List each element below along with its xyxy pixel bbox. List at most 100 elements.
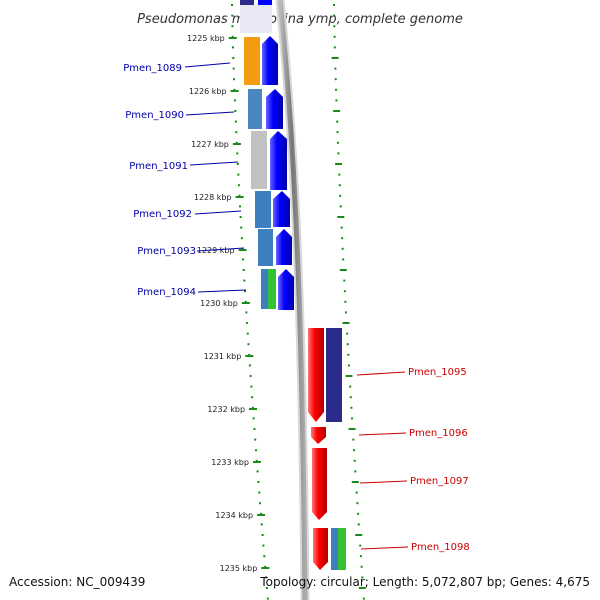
- scale-dot: [236, 152, 239, 155]
- scale-dot: [250, 385, 253, 388]
- scale-dot: [237, 173, 240, 176]
- gene-label[interactable]: Pmen_1096: [409, 428, 468, 439]
- cog-box-pmen-1094-b: [268, 269, 276, 309]
- scale-dot: [352, 438, 355, 441]
- scale-dot: [351, 417, 354, 420]
- scale-dot: [335, 99, 338, 102]
- scale-dot: [336, 141, 339, 144]
- scale-dot: [234, 110, 237, 112]
- scale-tick-label: 1234 kbp: [215, 511, 253, 520]
- scale-dot: [251, 406, 254, 409]
- gene-arrow-pmen-1094: [278, 269, 294, 310]
- gene-arrow-pmen-1090: [266, 89, 283, 129]
- scale-dot: [242, 269, 245, 271]
- gene-fragment-top: [258, 0, 272, 5]
- scale-ticks: 1225 kbp 1226 kbp 1227 kbp 1228 kbp 1229 kbp…: [187, 34, 366, 589]
- scale-dot: [232, 67, 235, 70]
- scale-dot: [244, 300, 247, 303]
- scale-dot: [244, 290, 247, 293]
- scale-dot: [333, 46, 336, 49]
- scale-dot: [247, 343, 250, 346]
- gene-fragment-top: [240, 5, 272, 33]
- scale-tick-label: 1228 kbp: [194, 193, 232, 202]
- scale-dot: [258, 491, 261, 494]
- scale-dot: [235, 141, 238, 144]
- scale-dot: [333, 4, 336, 6]
- scale-dot: [344, 300, 347, 303]
- scale-dot: [333, 14, 336, 17]
- scale-dot: [256, 470, 259, 473]
- forward-gene-track: [262, 36, 294, 310]
- scale-dot: [346, 343, 349, 346]
- scale-dot: [335, 88, 338, 91]
- scale-dot: [259, 502, 262, 505]
- gene-arrow-pmen-1091: [270, 131, 287, 190]
- scale-tick-label: 1233 kbp: [211, 458, 249, 467]
- cog-box-pmen-1095: [326, 328, 342, 422]
- scale-dot: [353, 459, 356, 462]
- gene-arrow-pmen-1089: [262, 36, 278, 85]
- scale-dot: [231, 14, 234, 17]
- gene-label[interactable]: Pmen_1095: [408, 367, 467, 378]
- gene-label[interactable]: Pmen_1091: [129, 161, 188, 172]
- scale-dot: [261, 534, 264, 536]
- gene-label[interactable]: Pmen_1089: [123, 63, 182, 74]
- scale-dot: [266, 597, 269, 600]
- scale-dot: [249, 375, 252, 377]
- gene-labels: Pmen_1089 Pmen_1090 Pmen_1091 Pmen_1092 …: [123, 63, 469, 553]
- scale-dot: [238, 194, 241, 197]
- accession-text: Accession: NC_009439: [9, 575, 145, 589]
- gene-arrow-pmen-1097: [312, 448, 327, 520]
- scale-dot: [241, 247, 244, 250]
- gene-label[interactable]: Pmen_1090: [125, 110, 184, 121]
- gene-label[interactable]: Pmen_1094: [137, 287, 196, 298]
- scale-dot: [246, 332, 249, 335]
- scale-dot: [357, 523, 360, 526]
- cog-box-pmen-1094: [261, 269, 269, 309]
- scale-dot: [251, 396, 254, 399]
- backbone: [277, 0, 308, 600]
- scale-dot: [254, 438, 257, 441]
- cog-box-pmen-1090: [248, 89, 262, 129]
- scale-dot: [341, 237, 344, 240]
- scale-dot: [334, 67, 337, 70]
- scale-dot: [232, 46, 235, 49]
- cog-box-pmen-1092: [255, 191, 271, 228]
- scale-dot: [239, 216, 242, 218]
- scale-dot: [233, 99, 236, 102]
- scale-dot: [343, 290, 346, 293]
- scale-tick-label: 1235 kbp: [220, 564, 258, 573]
- scale-dot: [231, 35, 234, 38]
- scale-dot: [359, 555, 362, 558]
- scale-dot: [333, 25, 336, 28]
- scale-dot: [259, 512, 262, 515]
- scale-tick-label: 1227 kbp: [191, 140, 229, 149]
- scale-dot: [361, 576, 364, 579]
- gene-fragment-top: [240, 0, 254, 5]
- scale-dot: [347, 364, 350, 367]
- reverse-gene-track: [308, 328, 328, 570]
- scale-dot: [234, 120, 237, 123]
- scale-dot: [252, 417, 255, 420]
- map-title: Pseudomonas mendocina ymp, complete geno…: [137, 12, 463, 27]
- scale-dot: [243, 279, 246, 282]
- gene-arrow-pmen-1093: [276, 229, 292, 265]
- gene-label[interactable]: Pmen_1092: [133, 209, 192, 220]
- scale-dot: [240, 226, 243, 229]
- scale-dot: [265, 587, 268, 589]
- gene-label[interactable]: Pmen_1093: [137, 246, 196, 257]
- scale-dot: [231, 4, 234, 6]
- scale-dot: [333, 35, 336, 38]
- scale-dot: [242, 258, 245, 261]
- scale-dot: [337, 152, 340, 155]
- gene-label[interactable]: Pmen_1098: [411, 542, 470, 553]
- cog-box-pmen-1098-b: [338, 528, 346, 570]
- scale-dot: [236, 163, 239, 165]
- scale-dot: [265, 576, 268, 579]
- scale-dot: [347, 353, 350, 356]
- scale-tick-label: 1225 kbp: [187, 34, 225, 43]
- cog-track: [244, 37, 346, 570]
- scale-dot: [255, 459, 258, 462]
- gene-label[interactable]: Pmen_1097: [410, 476, 469, 487]
